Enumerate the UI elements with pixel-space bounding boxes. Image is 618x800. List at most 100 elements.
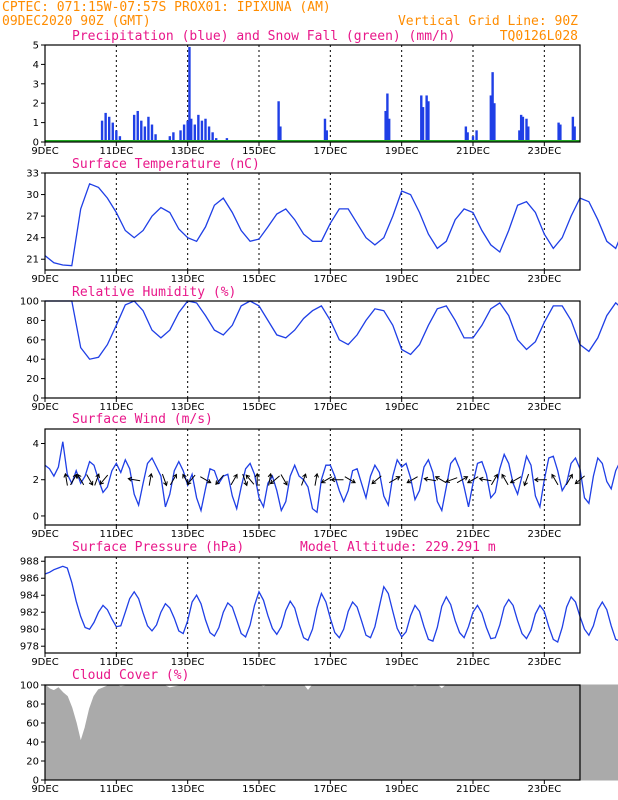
wind-arrow <box>423 476 437 482</box>
precipitation-bar <box>527 126 530 142</box>
precipitation-bar <box>147 116 150 142</box>
y-tick-label: 24 <box>26 233 39 244</box>
panel-frame <box>44 684 581 781</box>
y-tick-label: 21 <box>26 255 39 266</box>
precipitation-bar <box>464 126 468 142</box>
precipitation-bar <box>132 114 136 142</box>
precipitation-bar <box>104 112 107 142</box>
series-line <box>44 565 618 643</box>
precipitation-bar <box>279 126 282 142</box>
wind-arrow <box>509 476 522 484</box>
y-tick-label: 60 <box>26 335 39 346</box>
wind-arrow <box>314 472 319 486</box>
x-tick-label: 15DEC <box>242 402 276 413</box>
panel-frame <box>44 172 581 271</box>
wind-arrow <box>230 473 238 486</box>
x-tick-label: 17DEC <box>313 529 347 540</box>
x-tick-label: 17DEC <box>313 784 347 795</box>
x-tick-label: 11DEC <box>99 784 133 795</box>
location-header: CPTEC: 071:15W-07:57S PROX01: IPIXUNA (A… <box>2 0 331 15</box>
precipitation-bar <box>557 122 560 142</box>
wind-arrow <box>533 477 547 483</box>
wind-arrow <box>320 476 333 484</box>
precipitation-bar <box>204 118 207 142</box>
x-tick-label: 21DEC <box>456 657 490 668</box>
x-tick-label: 9DEC <box>31 657 58 668</box>
pressure-panel: Surface Pressure (hPa) Model Altitude: 2… <box>20 540 618 668</box>
precipitation-bar <box>111 122 114 142</box>
wind-arrow <box>245 474 255 485</box>
y-tick-label: 60 <box>26 719 39 730</box>
y-tick-label: 100 <box>20 681 39 692</box>
precipitation-bar <box>325 130 328 142</box>
cloud-cover-title: Cloud Cover (%) <box>72 668 189 683</box>
precipitation-bar <box>521 116 525 142</box>
x-tick-label: 11DEC <box>99 657 133 668</box>
y-tick-label: 5 <box>33 41 39 52</box>
wind-arrow <box>466 476 479 484</box>
x-tick-label: 13DEC <box>171 529 205 540</box>
x-tick-label: 23DEC <box>527 784 561 795</box>
wind-title: Surface Wind (m/s) <box>72 412 213 427</box>
model-altitude-label: Model Altitude: 229.291 m <box>300 540 496 555</box>
wind-arrow <box>344 476 356 484</box>
precipitation-bar <box>489 95 493 142</box>
wind-arrow <box>501 473 509 486</box>
wind-arrow <box>186 474 196 486</box>
x-tick-label: 17DEC <box>313 274 347 285</box>
y-tick-label: 982 <box>20 608 39 619</box>
y-tick-label: 978 <box>20 642 39 653</box>
y-tick-label: 2 <box>33 99 39 110</box>
panel-frame <box>44 428 581 526</box>
y-tick-label: 40 <box>26 738 39 749</box>
y-tick-label: 0 <box>33 394 39 405</box>
x-tick-label: 13DEC <box>171 274 205 285</box>
precipitation-bar <box>420 95 423 142</box>
y-tick-label: 2 <box>33 475 39 486</box>
precipitation-bar <box>491 72 494 142</box>
precipitation-panel: Precipitation (blue) and Snow Fall (gree… <box>31 29 581 157</box>
precipitation-bar <box>518 130 521 142</box>
precipitation-bar <box>427 101 430 142</box>
x-tick-label: 13DEC <box>171 657 205 668</box>
precipitation-bar <box>200 120 204 142</box>
wind-arrow <box>77 473 85 486</box>
precipitation-bar <box>207 126 211 142</box>
precipitation-bar <box>186 120 189 142</box>
y-tick-label: 33 <box>26 169 39 180</box>
x-tick-label: 21DEC <box>456 402 490 413</box>
precipitation-bar <box>140 120 143 142</box>
wind-arrow <box>242 473 249 487</box>
y-tick-label: 0 <box>33 776 39 787</box>
wind-arrow <box>254 472 260 486</box>
series-line <box>45 300 618 360</box>
precipitation-bar <box>100 120 104 142</box>
wind-arrow <box>169 473 177 486</box>
x-tick-label: 17DEC <box>313 657 347 668</box>
precipitation-bar <box>475 130 478 142</box>
x-tick-label: 23DEC <box>527 274 561 285</box>
temperature-panel: Surface Temperature (nC) 21 24 27 30 33 9DEC 1… <box>26 157 618 285</box>
x-tick-label: 13DEC <box>171 402 205 413</box>
y-tick-label: 100 <box>20 297 39 308</box>
wind-arrow <box>86 474 94 486</box>
y-tick-label: 30 <box>26 190 39 201</box>
y-tick-label: 3 <box>33 79 39 90</box>
wind-arrow <box>267 472 273 486</box>
wind-arrow <box>445 477 458 483</box>
precipitation-bar <box>471 136 475 142</box>
x-tick-label: 23DEC <box>527 529 561 540</box>
model-code: TQ0126L028 <box>500 29 578 44</box>
x-tick-label: 9DEC <box>31 146 58 157</box>
x-tick-label: 11DEC <box>99 146 133 157</box>
wind-arrow <box>371 475 382 485</box>
y-tick-label: 20 <box>26 757 39 768</box>
precipitation-title: Precipitation (blue) and Snow Fall (gree… <box>72 29 456 44</box>
wind-arrow <box>301 473 307 486</box>
precipitation-bar <box>188 46 191 142</box>
wind-arrow <box>406 476 418 484</box>
precipitation-bar <box>323 118 327 142</box>
x-tick-label: 15DEC <box>242 784 276 795</box>
panel-frame <box>44 556 581 654</box>
